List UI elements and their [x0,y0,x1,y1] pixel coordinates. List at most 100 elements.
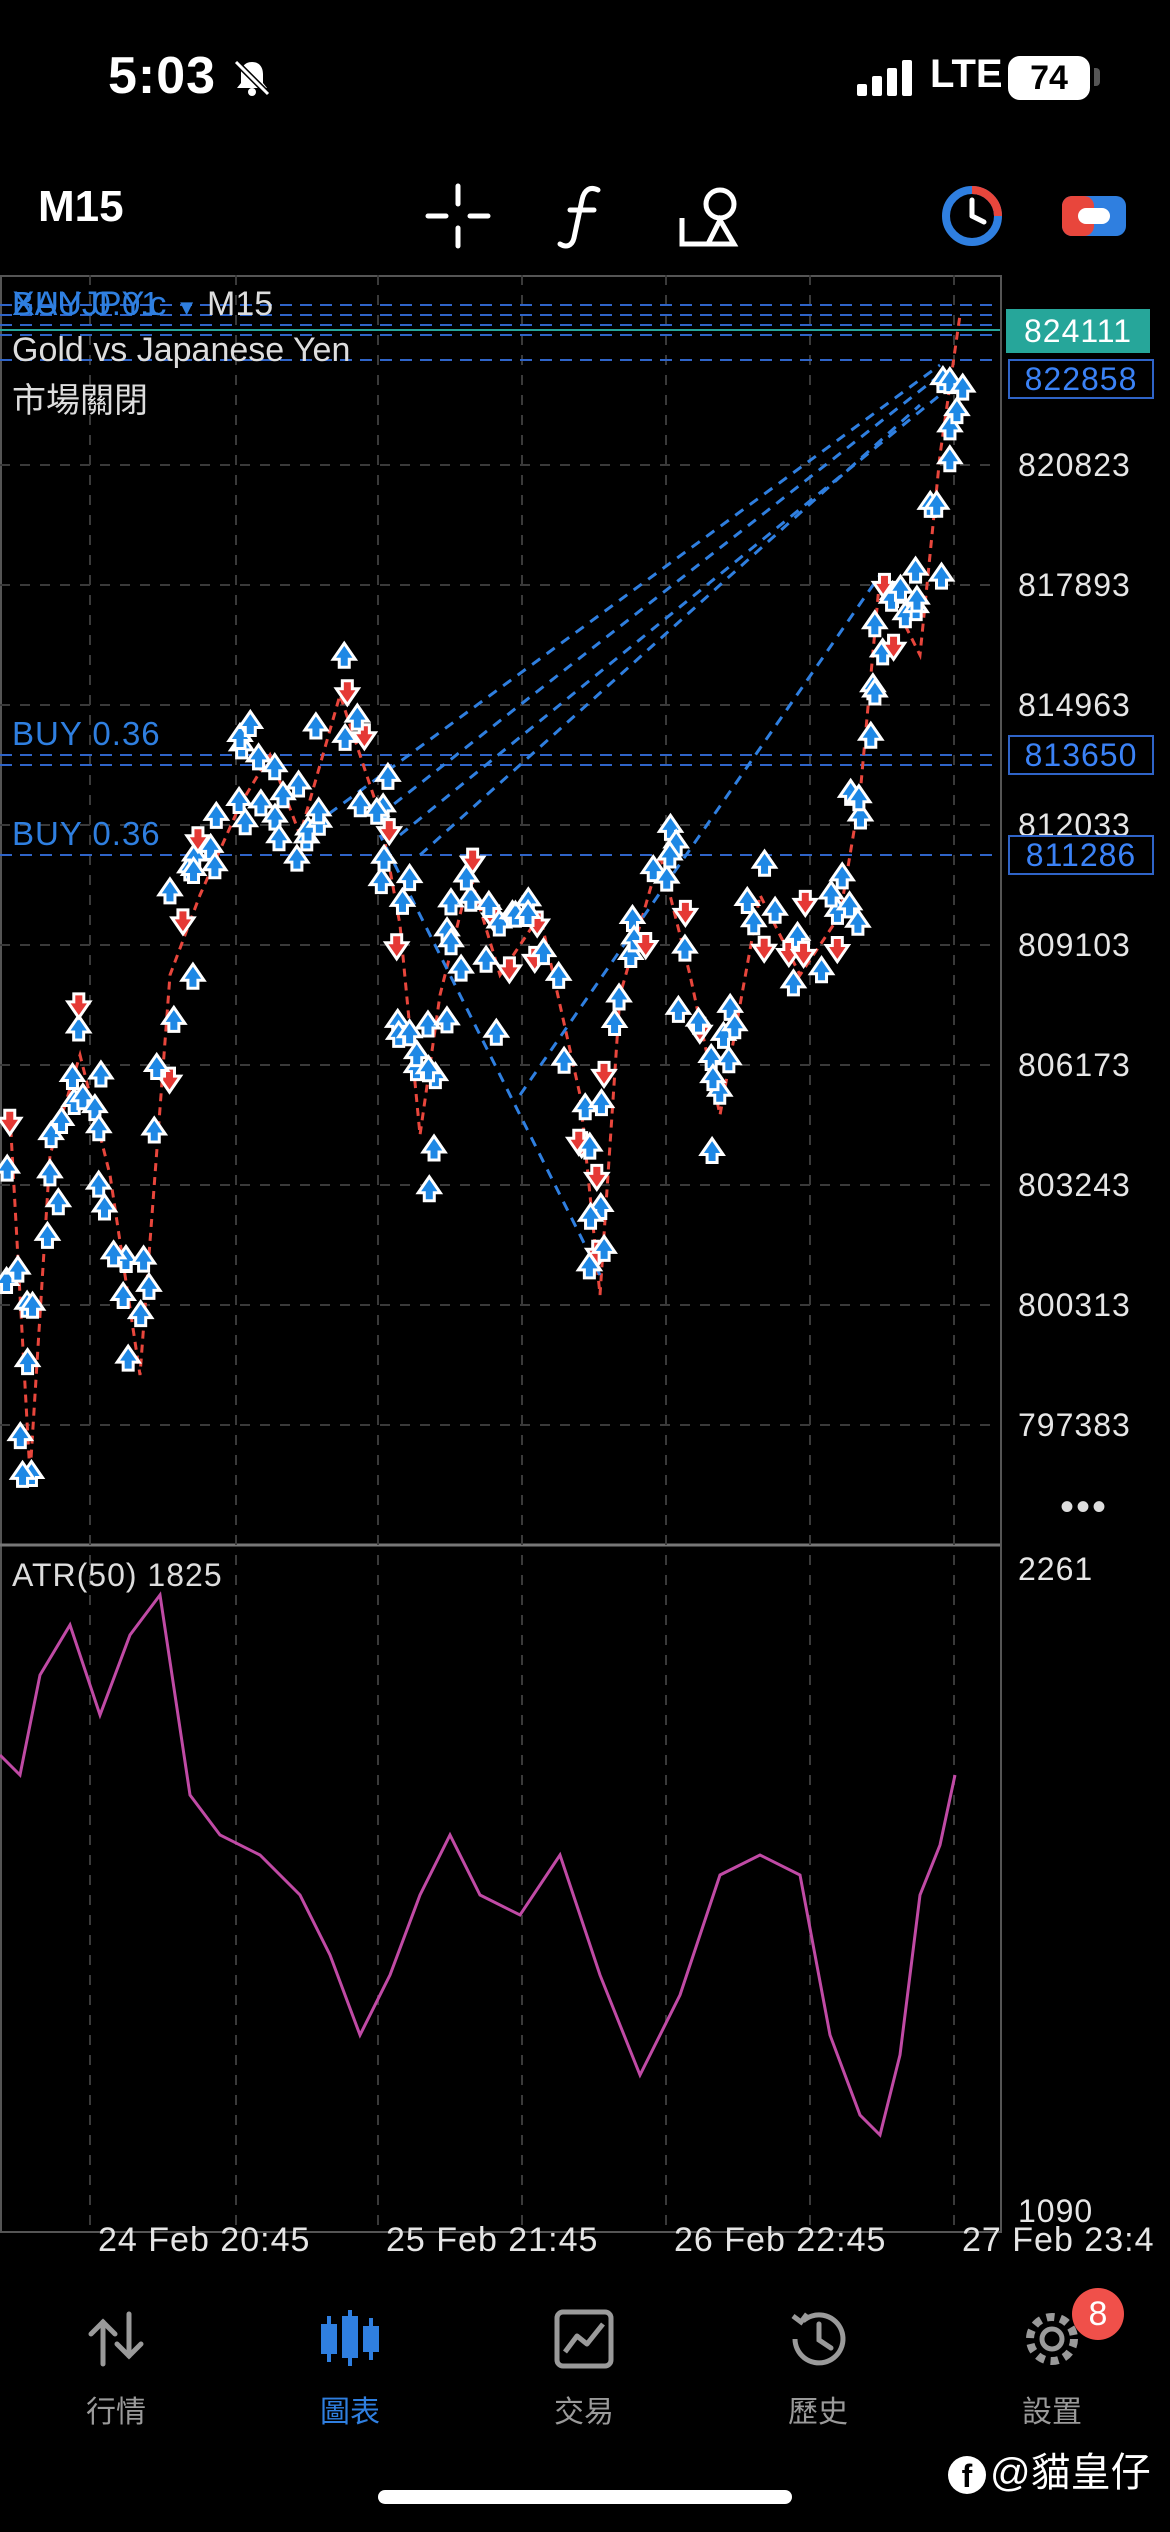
buy-arrow-icon [590,1233,618,1262]
buy-arrow-icon [856,720,885,749]
tab-chart[interactable]: 圖表 [270,2290,430,2440]
buy-arrow-icon [247,788,275,817]
buy-arrow-icon [671,933,699,962]
timeframe-button[interactable]: M15 [38,182,124,231]
sell-arrow-icon [458,847,487,876]
buy-arrow-icon [58,1061,87,1091]
buy-arrow-icon [4,1254,32,1283]
battery-icon: 74 [1008,56,1090,100]
price-axis-label: 812033 [1018,807,1131,843]
sell-arrow-icon [382,933,411,962]
buy-arrow-icon [739,907,768,936]
buy-arrow-icon [114,1343,143,1372]
buy-arrow-icon [437,927,465,956]
buy-arrow-icon [18,1290,47,1319]
buy-arrow-icon [202,800,231,829]
chart-area[interactable]: XAUJPY.c ▼ M15 BUY 0.01 Gold vs Japanese… [0,275,1170,2275]
buy-arrow-icon [605,982,633,1011]
buy-arrow-icon [294,815,322,844]
objects-icon[interactable] [672,178,748,254]
buy-arrow-icon [891,600,920,629]
buy-arrow-icon [587,1088,616,1117]
time-axis-label: 25 Feb 21:45 [386,2221,599,2259]
buy-arrow-icon [33,1220,62,1249]
more-icon[interactable]: ••• [1060,1485,1109,1529]
tab-label: 設置 [1022,2396,1082,2429]
watermark-text: @貓皇仔 [990,2451,1151,2495]
function-icon[interactable] [546,178,622,254]
buy-arrow-icon [47,1105,76,1135]
buy-arrow-icon [414,1009,442,1038]
buy-arrow-icon [420,1133,448,1162]
chart-toolbar: M15 [0,160,1170,270]
sell-arrow-icon [333,679,362,708]
buy-arrow-icon [433,1005,461,1034]
tab-settings[interactable]: 設置 [972,2290,1132,2440]
sell-arrow-icon [879,633,908,662]
buy-arrow-icon [714,1045,743,1074]
status-bar: 5:03 LTE 74 [0,0,1170,150]
buy-arrow-icon [231,807,260,836]
price-chart[interactable] [0,275,1170,2275]
order-price-box[interactable]: 811286 [1008,835,1154,875]
watermark: f @貓皇仔 [948,2440,1151,2498]
buy-arrow-icon [761,895,789,924]
home-indicator[interactable] [378,2490,792,2504]
sell-arrow-icon [671,899,700,929]
buy-arrow-icon [844,907,872,936]
sell-arrow-icon [631,932,660,961]
buy-arrow-icon [374,761,402,790]
indicator-label[interactable]: ATR(50) 1825 [12,1557,223,1593]
chevron-down-icon: ▼ [175,295,198,320]
signal-icon [855,60,915,96]
symbol-header[interactable]: XAUJPY.c ▼ M15 [12,285,273,324]
indicator-axis-label: 1090 [1018,2193,1094,2229]
battery-tip [1094,68,1100,86]
buy-arrow-icon [99,1239,128,1268]
order-label[interactable]: BUY 0.36 [12,815,161,852]
sell-arrow-icon [375,818,404,847]
buy-arrow-icon [395,862,424,892]
price-axis-label: 806173 [1018,1047,1131,1083]
order-label[interactable]: BUY 0.36 [12,715,161,752]
buy-arrow-icon [370,843,398,872]
buy-arrow-icon [156,876,184,905]
atr-line [0,1591,957,2138]
price-axis-label: 814963 [1018,687,1131,723]
symbol-description: Gold vs Japanese Yen [12,331,351,369]
buy-arrow-icon [655,840,684,869]
buy-arrow-icon [845,783,873,812]
buy-arrow-icon [575,1251,604,1280]
tab-label: 行情 [86,2396,146,2429]
tab-label: 圖表 [320,2396,380,2429]
buy-arrow-icon [860,609,889,638]
order-label[interactable]: BUY 0.01 [12,285,161,322]
buy-arrow-icon [901,555,930,584]
buy-arrow-icon [64,1013,93,1042]
buy-arrow-icon [618,903,647,932]
price-axis-label: 803243 [1018,1167,1131,1203]
tab-history[interactable]: 歷史 [738,2290,898,2440]
toggle-icon[interactable] [1056,178,1132,254]
buy-arrow-icon [269,780,297,809]
tab-trade[interactable]: 交易 [504,2290,664,2440]
current-price-box: 824111 [1006,309,1150,353]
order-price-box[interactable]: 822858 [1008,359,1154,399]
clock-icon[interactable] [934,178,1010,254]
time-axis-label: 27 Feb 23:4 [962,2221,1155,2259]
buy-arrow-icon [140,1115,169,1144]
tab-quotes[interactable]: 行情 [36,2290,196,2440]
buy-arrow-icon [779,968,808,997]
buy-arrow-icon [283,843,311,872]
buy-arrow-icon [544,960,573,989]
buy-arrow-icon [550,1045,578,1074]
price-axis-label: 820823 [1018,447,1131,483]
symbol-timeframe: M15 [207,285,274,323]
buy-arrow-icon [415,1174,444,1203]
price-axis-label: 817893 [1018,567,1131,603]
order-price-box[interactable]: 813650 [1008,735,1154,775]
crosshair-icon[interactable] [420,178,496,254]
buy-arrow-icon [652,863,681,892]
price-axis-label: 809103 [1018,927,1131,963]
symbol-name[interactable]: XAUJPY.c [12,285,167,323]
